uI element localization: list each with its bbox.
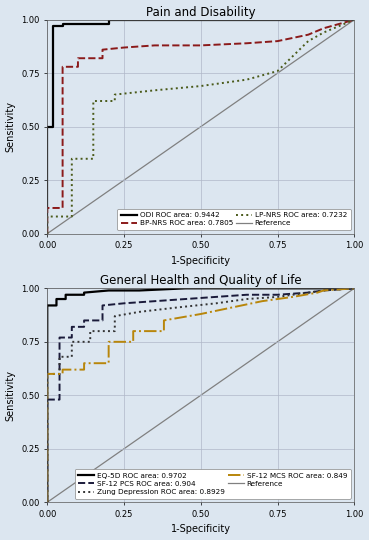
Legend: EQ-5D ROC area: 0.9702, SF-12 PCS ROC area: 0.904, Zung Depression ROC area: 0.8: EQ-5D ROC area: 0.9702, SF-12 PCS ROC ar… [75,469,351,498]
Title: Pain and Disability: Pain and Disability [146,5,256,18]
X-axis label: 1-Specificity: 1-Specificity [171,524,231,535]
Y-axis label: Sensitivity: Sensitivity [6,370,15,421]
Y-axis label: Sensitivity: Sensitivity [6,101,15,152]
X-axis label: 1-Specificity: 1-Specificity [171,256,231,266]
Title: General Health and Quality of Life: General Health and Quality of Life [100,274,301,287]
Legend: ODI ROC area: 0.9442, BP-NRS ROC area: 0.7805, LP-NRS ROC area: 0.7232, Referenc: ODI ROC area: 0.9442, BP-NRS ROC area: 0… [117,208,351,230]
